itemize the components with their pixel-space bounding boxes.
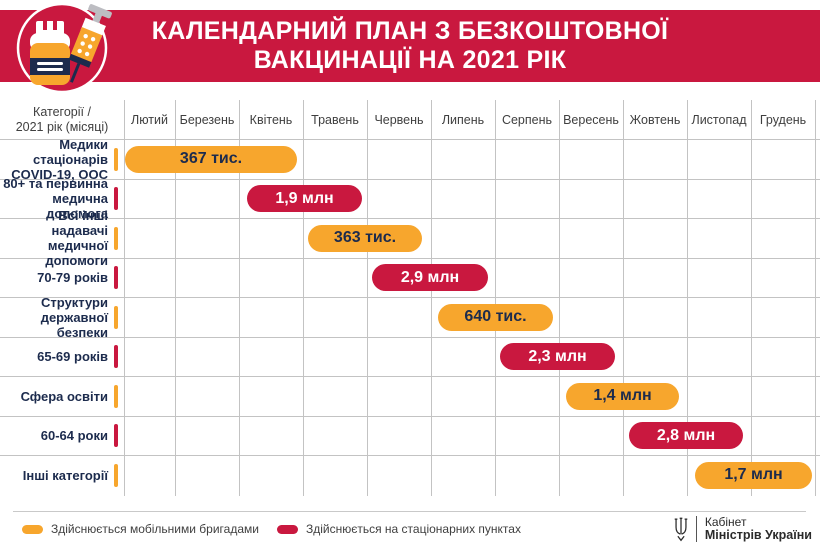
- row-label: 65-69 років: [0, 338, 124, 377]
- legend-item-stationary: Здійснюється на стаціонарних пунктах: [276, 522, 521, 536]
- gantt-bar: 640 тис.: [438, 303, 553, 331]
- mobile-tick-icon: [114, 226, 118, 250]
- page-title-line1: КАЛЕНДАРНИЙ ПЛАН З БЕЗКОШТОВНОЇ: [151, 17, 669, 45]
- orange-pill-icon: [22, 524, 43, 534]
- logo-text: Кабінет Міністрів України: [705, 516, 812, 542]
- month-header: Вересень: [563, 112, 619, 127]
- banner: КАЛЕНДАРНИЙ ПЛАН З БЕЗКОШТОВНОЇ ВАКЦИНАЦ…: [0, 2, 820, 94]
- mobile-tick-icon: [114, 147, 118, 171]
- row-canvas: 1,9 млн: [124, 180, 820, 219]
- table-row: Всі інші надавачі медичної допомоги 363 т…: [0, 208, 820, 268]
- month-header: Травень: [311, 112, 359, 127]
- gantt-bar: 363 тис.: [308, 224, 422, 252]
- red-pill-icon: [276, 524, 298, 534]
- gantt-bar: 2,3 млн: [500, 343, 615, 370]
- legend-label: Здійснюється на стаціонарних пунктах: [305, 522, 521, 536]
- legend: Здійснюється мобільними бригадами Здійсн…: [0, 522, 539, 536]
- page-title-line2: ВАКЦИНАЦІЇ НА 2021 РІК: [253, 46, 567, 74]
- row-canvas: 2,9 млн: [124, 259, 820, 298]
- row-label: Всі інші надавачі медичної допомоги: [0, 208, 124, 268]
- month-header: Березень: [179, 112, 235, 127]
- month-header: Липень: [441, 112, 485, 127]
- row-canvas: 640 тис.: [124, 298, 820, 337]
- month-header: Жовтень: [629, 112, 681, 127]
- gantt-bar: 2,8 млн: [629, 422, 743, 449]
- row-canvas: 367 тис.: [124, 140, 820, 179]
- logo-divider: [695, 516, 697, 542]
- row-canvas: 2,3 млн: [124, 338, 820, 377]
- trident-icon: [674, 517, 688, 541]
- row-canvas: 363 тис.: [124, 219, 820, 258]
- table-row: 80+ та первинна медична допомога 1,9 млн: [0, 176, 820, 221]
- row-label: Медики стаціонарів COVID-19, ООС: [0, 137, 124, 182]
- month-header: Грудень: [759, 112, 807, 127]
- row-canvas: 2,8 млн: [124, 417, 820, 456]
- gantt-bar: 1,9 млн: [247, 185, 362, 212]
- stationary-tick-icon: [114, 424, 118, 448]
- month-header: Червень: [374, 112, 424, 127]
- stationary-tick-icon: [114, 266, 118, 290]
- table-row: Структури державної безпеки 640 тис.: [0, 295, 820, 340]
- logo-line2: Міністрів України: [704, 528, 812, 542]
- row-label: Сфера освіти: [0, 377, 124, 416]
- row-canvas: 1,7 млн: [124, 456, 820, 496]
- calendar-table: Категорії / 2021 рік (місяці) Лютий Бере…: [0, 100, 820, 496]
- row-label: Інші категорії: [0, 456, 124, 496]
- mobile-tick-icon: [114, 305, 118, 329]
- table-row: Медики стаціонарів COVID-19, ООС 367 тис.: [0, 137, 820, 182]
- table-row: Інші категорії 1,7 млн: [0, 456, 820, 496]
- months-header-row: Категорії / 2021 рік (місяці) Лютий Бере…: [0, 100, 820, 140]
- row-canvas: 1,4 млн: [124, 377, 820, 416]
- month-header: Квітень: [249, 112, 293, 127]
- mobile-tick-icon: [114, 464, 118, 488]
- logo-line1: Кабінет: [704, 515, 747, 529]
- legend-separator: [13, 511, 806, 512]
- legend-label: Здійснюється мобільними бригадами: [51, 522, 259, 536]
- corner-header: Категорії / 2021 рік (місяці): [15, 104, 109, 134]
- row-label: 80+ та первинна медична допомога: [0, 176, 124, 221]
- table-row: 60-64 роки 2,8 млн: [0, 417, 820, 456]
- table-row: 70-79 років 2,9 млн: [0, 259, 820, 298]
- legend-item-mobile: Здійснюється мобільними бригадами: [22, 522, 259, 536]
- row-label: 70-79 років: [0, 259, 124, 298]
- stationary-tick-icon: [114, 187, 118, 211]
- table-row: 65-69 років 2,3 млн: [0, 338, 820, 377]
- row-label: 60-64 роки: [0, 417, 124, 456]
- month-header: Лютий: [131, 112, 168, 127]
- gantt-bar: 367 тис.: [125, 145, 297, 173]
- page-title: КАЛЕНДАРНИЙ ПЛАН З БЕЗКОШТОВНОЇ ВАКЦИНАЦ…: [0, 10, 820, 82]
- vial-icon: [30, 21, 70, 85]
- table-row: Сфера освіти 1,4 млн: [0, 377, 820, 417]
- row-label: Структури державної безпеки: [0, 295, 124, 340]
- month-header: Серпень: [501, 112, 553, 127]
- stationary-tick-icon: [114, 345, 118, 369]
- month-header: Листопад: [691, 112, 747, 127]
- vial-and-syringe-icon: [16, 2, 112, 94]
- syringe-icon: [68, 4, 112, 83]
- government-logo: Кабінет Міністрів України: [672, 516, 820, 543]
- gantt-bar: 2,9 млн: [372, 264, 488, 291]
- footer: Здійснюється мобільними бригадами Здійсн…: [0, 514, 820, 544]
- gantt-bar: 1,4 млн: [566, 382, 679, 410]
- gantt-bar: 1,7 млн: [695, 461, 812, 489]
- mobile-tick-icon: [114, 384, 118, 408]
